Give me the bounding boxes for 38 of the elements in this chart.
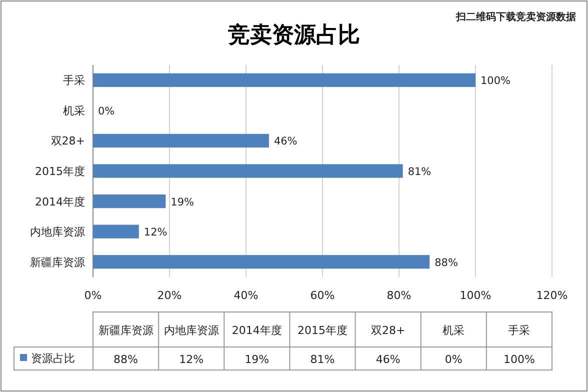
- data-label: 46%: [274, 136, 298, 148]
- x-tick-label: 20%: [157, 289, 182, 302]
- y-tick-label: 2015年度: [35, 165, 85, 178]
- text: 扫二维码下载竞卖资源数据: [455, 11, 576, 23]
- text: 0%: [444, 353, 462, 366]
- x-tick-label: 60%: [310, 289, 335, 302]
- chart-title: 竞卖资源占比: [227, 22, 360, 48]
- data-label: 100%: [480, 75, 511, 88]
- x-tick-label: 80%: [386, 289, 412, 302]
- category-label: 新疆库资源: [98, 324, 154, 337]
- data-label: 88%: [434, 256, 458, 269]
- y-tick-label: 机采: [63, 104, 85, 118]
- category-label: 手采: [508, 324, 530, 337]
- text: 88%: [114, 353, 138, 366]
- legend-label: 资源占比: [31, 352, 75, 365]
- x-tick-label: 120%: [536, 289, 568, 302]
- text: 81%: [310, 353, 335, 366]
- y-tick-label: 新疆库资源: [30, 256, 85, 269]
- data-label: 12%: [144, 226, 168, 239]
- y-tick-label: 2014年度: [35, 195, 85, 208]
- y-tick-label: 内地库资源: [30, 226, 85, 239]
- category-label: 双28+: [370, 324, 406, 337]
- data-label: 19%: [170, 196, 194, 208]
- category-label: 2015年度: [298, 324, 348, 337]
- x-tick-label: 40%: [234, 289, 258, 302]
- text: 100%: [503, 353, 535, 366]
- text: 46%: [376, 353, 400, 366]
- x-tick-label: 100%: [460, 289, 492, 302]
- x-tick-label: 0%: [84, 289, 102, 302]
- data-label: 0%: [98, 105, 115, 118]
- data-label: 81%: [408, 166, 432, 178]
- category-label: 2014年度: [232, 324, 282, 337]
- category-label: 机采: [442, 324, 465, 337]
- text: 19%: [244, 353, 270, 366]
- y-tick-label: 双28+: [50, 134, 85, 148]
- category-label: 内地库资源: [164, 324, 219, 337]
- text: 12%: [179, 353, 204, 366]
- y-tick-label: 手采: [63, 74, 85, 88]
